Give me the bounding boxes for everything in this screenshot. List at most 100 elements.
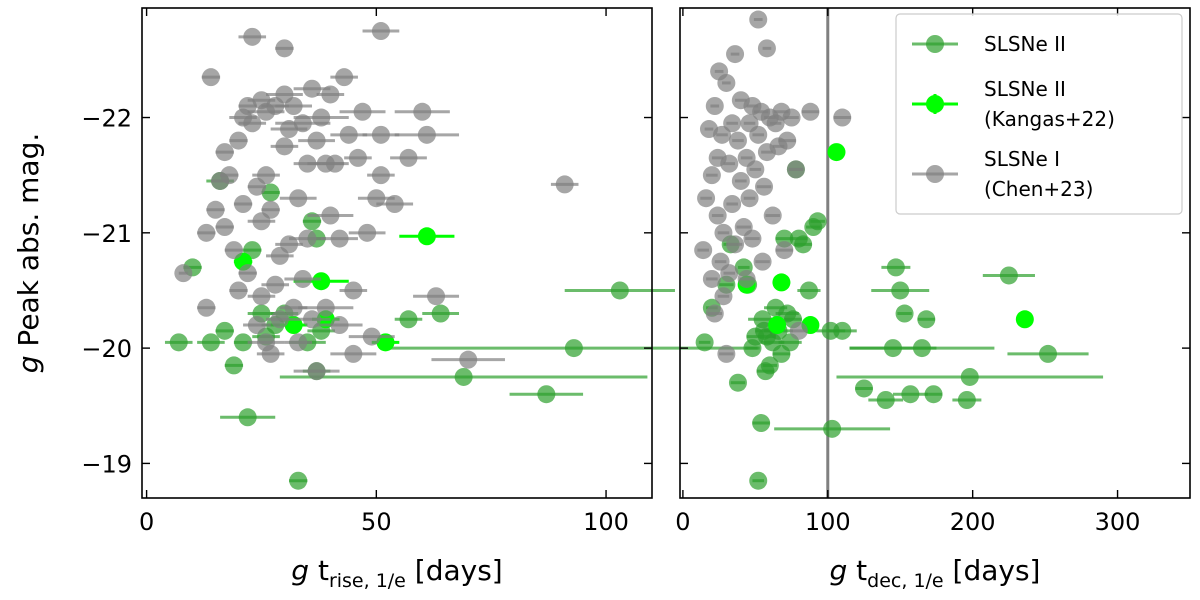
- data-point: [537, 385, 556, 404]
- data-point: [275, 39, 294, 58]
- data-point: [746, 160, 765, 179]
- data-point: [371, 166, 390, 185]
- data-point: [321, 85, 340, 104]
- series-slsne-i-chen-23-: [694, 10, 852, 363]
- legend-label: SLSNe II: [984, 32, 1066, 56]
- data-point: [697, 189, 716, 208]
- x-axis-label-var: g: [830, 554, 848, 587]
- data-point: [339, 125, 358, 144]
- data-point: [261, 183, 280, 202]
- data-point: [1039, 344, 1058, 363]
- data-point: [749, 10, 768, 29]
- data-point: [757, 39, 776, 58]
- data-point: [284, 97, 303, 115]
- data-point: [753, 252, 772, 271]
- data-point: [855, 379, 874, 398]
- legend-label: (Kangas+22): [984, 107, 1115, 131]
- data-point: [775, 241, 794, 260]
- data-point: [330, 316, 349, 335]
- data-point: [417, 227, 436, 246]
- data-point: [912, 339, 931, 358]
- data-point: [234, 333, 253, 352]
- data-point: [786, 160, 805, 179]
- data-point: [427, 287, 446, 306]
- legend-marker-dot: [926, 165, 944, 183]
- data-point: [752, 414, 771, 433]
- data-point: [726, 235, 745, 254]
- data-point: [833, 108, 852, 127]
- data-point: [794, 235, 813, 254]
- data-point: [799, 281, 818, 300]
- right-panel-decline-time: 0 100 200 300 g tdec, 1/e [days]: [675, 7, 1191, 592]
- data-point: [399, 148, 418, 167]
- data-point: [999, 266, 1018, 285]
- data-point: [325, 154, 344, 173]
- data-point: [344, 344, 363, 363]
- x-tick-label: 100: [805, 508, 851, 536]
- legend-label: SLSNe II: [984, 77, 1066, 101]
- data-point: [413, 102, 432, 121]
- x-axis-label-main: t: [309, 554, 329, 587]
- data-point: [717, 344, 736, 363]
- data-point: [705, 97, 724, 115]
- data-point: [266, 275, 285, 294]
- data-point: [749, 125, 768, 144]
- data-point: [303, 310, 321, 329]
- x-axis-label-sub: dec, 1/e: [867, 570, 943, 592]
- data-point: [431, 304, 450, 323]
- axes-frame: [141, 7, 653, 499]
- y-tick-label: −21: [81, 220, 132, 248]
- data-point: [789, 321, 808, 340]
- data-point: [399, 310, 418, 329]
- legend-entry: SLSNe II (Kangas+22): [912, 77, 1115, 131]
- legend-entry: SLSNe II: [912, 32, 1066, 56]
- legend-entry: SLSNe I (Chen+23): [912, 147, 1093, 201]
- axes-frame: [679, 7, 1191, 499]
- series-slsne-i-chen-23-: [174, 22, 579, 381]
- data-point: [720, 264, 739, 283]
- x-tick-label: 0: [675, 508, 690, 536]
- data-point: [206, 200, 225, 219]
- legend-label: SLSNe I: [984, 147, 1060, 171]
- data-point: [782, 108, 801, 127]
- data-point: [723, 195, 742, 213]
- data-point: [243, 27, 262, 46]
- data-point: [778, 131, 797, 150]
- data-point: [289, 189, 308, 208]
- data-point: [257, 166, 276, 185]
- x-axis-label: g trise, 1/e [days]: [291, 554, 502, 592]
- data-point: [749, 471, 768, 490]
- data-point: [708, 206, 727, 225]
- data-point: [714, 287, 733, 306]
- data-point: [215, 321, 234, 340]
- data-point: [823, 419, 842, 438]
- data-point: [385, 195, 404, 213]
- data-point: [316, 298, 335, 317]
- legend-marker-dot: [926, 35, 944, 53]
- data-point: [197, 298, 216, 317]
- data-point: [229, 131, 248, 150]
- data-point: [321, 206, 340, 225]
- data-point: [307, 131, 326, 150]
- data-point: [717, 73, 736, 92]
- data-point: [957, 391, 976, 409]
- left-panel-rise-time: 0 50 100−19−20−21−22g trise, 1/e [days]g P…: [12, 7, 758, 592]
- data-point: [763, 206, 782, 225]
- data-point: [303, 79, 321, 98]
- data-point: [917, 310, 936, 329]
- data-point: [197, 223, 216, 242]
- data-point: [234, 195, 253, 213]
- data-point: [371, 125, 390, 144]
- data-point: [358, 223, 377, 242]
- data-point: [610, 281, 629, 300]
- data-point: [238, 264, 257, 283]
- x-axis-label-unit: [days]: [944, 554, 1041, 587]
- data-point: [768, 316, 787, 335]
- data-point: [901, 385, 920, 404]
- data-point: [924, 385, 943, 404]
- legend-label: (Chen+23): [984, 177, 1093, 201]
- data-point: [702, 166, 721, 185]
- data-point: [371, 22, 390, 41]
- data-point: [1015, 310, 1034, 329]
